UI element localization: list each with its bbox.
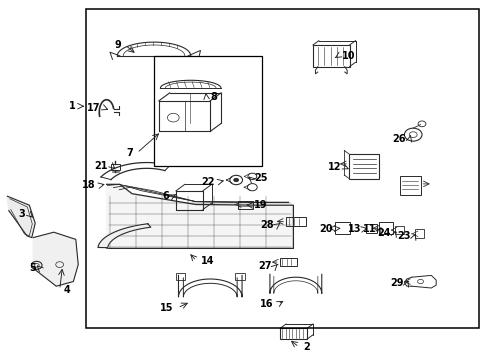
Text: 13: 13 (347, 224, 361, 234)
Text: 8: 8 (210, 92, 217, 102)
Bar (399, 176, 420, 195)
Text: 5: 5 (29, 263, 36, 273)
Text: 12: 12 (327, 162, 341, 172)
Bar (379, 222, 392, 234)
Bar (175, 273, 185, 280)
Bar (279, 258, 296, 266)
Text: 11: 11 (362, 224, 376, 234)
Bar (365, 224, 376, 233)
Text: 28: 28 (260, 220, 273, 230)
Text: 9: 9 (114, 40, 121, 50)
Bar (334, 222, 349, 234)
Bar (348, 154, 379, 179)
Text: 18: 18 (82, 180, 96, 190)
Text: 20: 20 (318, 224, 332, 234)
Bar (285, 217, 305, 226)
Bar (85, 9, 478, 328)
Bar (111, 164, 120, 170)
Bar (280, 328, 306, 339)
Circle shape (233, 178, 238, 182)
Text: 19: 19 (254, 200, 267, 210)
Text: 10: 10 (342, 51, 355, 61)
Bar (394, 226, 403, 234)
Text: 7: 7 (126, 148, 133, 158)
Bar (154, 56, 261, 166)
Polygon shape (106, 184, 293, 248)
Bar (414, 229, 424, 238)
Text: 2: 2 (303, 342, 309, 352)
Text: 16: 16 (260, 299, 273, 309)
Text: 26: 26 (391, 134, 405, 144)
Text: 23: 23 (396, 231, 410, 241)
Text: 25: 25 (254, 173, 267, 183)
Polygon shape (98, 224, 150, 248)
Bar (235, 273, 244, 280)
Bar (312, 45, 349, 67)
Text: 21: 21 (94, 161, 107, 171)
Text: 24: 24 (377, 228, 390, 238)
Text: 29: 29 (389, 278, 403, 288)
Text: 6: 6 (162, 191, 168, 201)
Text: 17: 17 (86, 103, 100, 113)
Text: 4: 4 (63, 285, 70, 295)
Text: 3: 3 (19, 209, 25, 219)
Polygon shape (7, 196, 35, 238)
Text: 27: 27 (257, 261, 271, 271)
Text: 14: 14 (200, 256, 214, 266)
Polygon shape (33, 232, 78, 286)
Text: 1: 1 (69, 101, 76, 111)
Bar (238, 201, 252, 209)
Text: 22: 22 (201, 177, 215, 187)
Text: 15: 15 (160, 303, 173, 313)
